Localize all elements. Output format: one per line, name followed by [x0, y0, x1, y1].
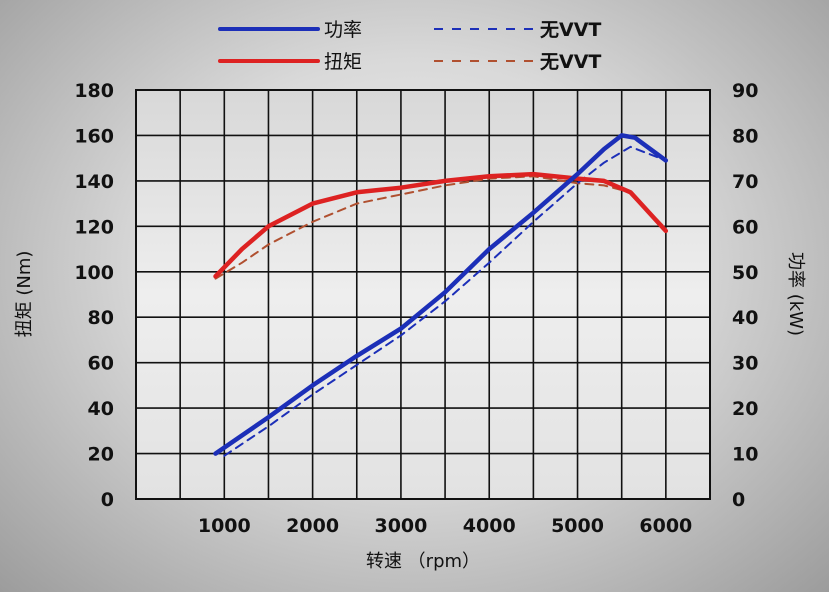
- right-tick-label: 50: [732, 262, 758, 284]
- left-tick-label: 100: [74, 262, 114, 284]
- left-tick-label: 20: [88, 444, 114, 466]
- series-line-torque-novvt: [214, 175, 667, 280]
- right-tick-label: 90: [732, 80, 758, 102]
- right-axis-title: 功率 (kW): [785, 252, 806, 336]
- x-tick-label: 4000: [463, 515, 516, 537]
- series-line-power-novvt: [223, 145, 667, 457]
- series-layer: [213, 133, 669, 457]
- series-line-torque: [213, 171, 669, 279]
- left-tick-label: 80: [88, 307, 114, 329]
- right-tick-label: 0: [732, 489, 745, 511]
- left-axis-title: 扭矩 (Nm): [14, 251, 35, 338]
- left-tick-label: 0: [101, 489, 114, 511]
- right-tick-label: 40: [732, 307, 758, 329]
- x-tick-label: 6000: [639, 515, 692, 537]
- left-tick-label: 160: [74, 125, 114, 147]
- left-axis-ticks: 0 20 40 60 80 100 120 140 160 180: [74, 80, 114, 511]
- legend-label-power: 功率: [324, 19, 362, 41]
- left-tick-label: 180: [74, 80, 114, 102]
- x-tick-label: 5000: [551, 515, 604, 537]
- grid: [135, 89, 711, 500]
- right-tick-label: 70: [732, 171, 758, 193]
- x-axis-title: 转速 （rpm）: [366, 551, 480, 572]
- left-tick-label: 60: [88, 353, 114, 375]
- legend-label-power-novvt: 无VVT: [540, 19, 601, 41]
- plot-area: [136, 90, 710, 499]
- left-tick-label: 40: [88, 398, 114, 420]
- right-tick-label: 10: [732, 444, 758, 466]
- x-tick-label: 2000: [286, 515, 339, 537]
- series-line-power: [213, 133, 669, 456]
- right-tick-label: 20: [732, 398, 758, 420]
- right-tick-label: 60: [732, 216, 758, 238]
- right-tick-label: 30: [732, 353, 758, 375]
- plot-border: [135, 89, 711, 500]
- legend-label-torque: 扭矩: [324, 51, 362, 73]
- x-axis-ticks: 1000 2000 3000 4000 5000 6000: [198, 515, 692, 537]
- left-tick-label: 140: [74, 171, 114, 193]
- x-tick-label: 1000: [198, 515, 251, 537]
- legend: 功率 无VVT 扭矩 无VVT: [218, 19, 601, 73]
- x-tick-label: 3000: [374, 515, 427, 537]
- right-tick-label: 80: [732, 125, 758, 147]
- left-tick-label: 120: [74, 216, 114, 238]
- legend-label-torque-novvt: 无VVT: [540, 51, 601, 73]
- right-axis-ticks: 0 10 20 30 40 50 60 70 80 90: [732, 80, 758, 511]
